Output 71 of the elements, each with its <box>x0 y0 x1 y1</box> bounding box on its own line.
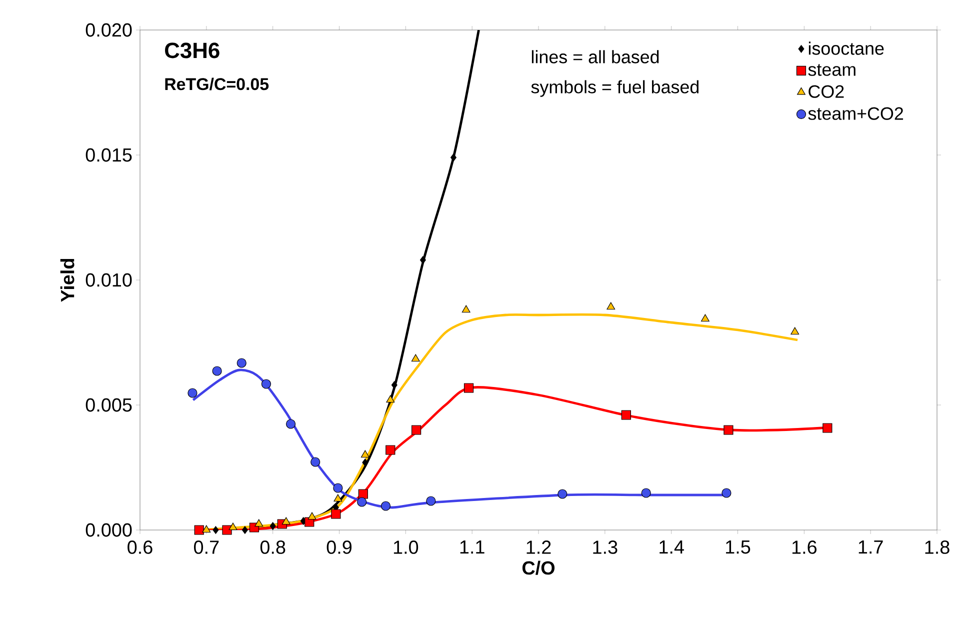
point <box>228 522 238 530</box>
point <box>358 489 368 499</box>
point <box>420 256 426 264</box>
x-tick-label: 1.5 <box>726 540 750 554</box>
point <box>426 496 436 506</box>
point <box>380 501 391 511</box>
point <box>188 388 198 398</box>
point <box>194 525 204 535</box>
legend-label: isooctane <box>808 42 884 55</box>
point <box>411 425 422 435</box>
point <box>282 517 290 525</box>
point <box>641 488 651 498</box>
x-tick-label: 0.6 <box>128 540 152 554</box>
legend-label: CO2 <box>808 85 844 98</box>
point <box>360 450 370 458</box>
legend-label: steam <box>808 64 856 76</box>
point <box>391 381 398 389</box>
x-tick-label: 1.8 <box>925 540 950 554</box>
y-tick-label: 0.010 <box>86 273 132 287</box>
point <box>334 494 342 502</box>
x-tick-label: 1.3 <box>593 540 618 554</box>
point <box>450 154 456 162</box>
x-tick-label: 1.4 <box>660 540 684 554</box>
point <box>286 419 296 429</box>
x-tick-label: 1.1 <box>460 540 484 554</box>
x-tick-label: 1.7 <box>858 540 883 554</box>
point <box>261 379 271 389</box>
point <box>222 525 232 535</box>
point <box>701 314 710 322</box>
legend-label: steam+CO2 <box>808 107 904 120</box>
y-tick-label: 0.005 <box>86 398 132 412</box>
point <box>357 497 367 507</box>
point <box>386 445 396 455</box>
annotation: symbols = fuel based <box>531 80 699 97</box>
x-tick-label: 0.8 <box>260 540 286 554</box>
x-tick-label: 0.9 <box>326 540 352 554</box>
point <box>462 305 470 313</box>
point <box>242 526 248 534</box>
x-tick-label: 1.0 <box>394 540 418 554</box>
point <box>724 425 734 435</box>
point <box>212 526 219 534</box>
annotation: C3H6 <box>165 42 220 58</box>
point <box>270 522 276 530</box>
point <box>386 395 395 403</box>
point <box>254 519 264 527</box>
y-axis-title: Yield <box>60 258 74 302</box>
x-tick-label: 1.6 <box>792 540 816 554</box>
point <box>722 488 732 498</box>
y-tick-label: 0.015 <box>86 148 132 162</box>
point <box>621 410 631 420</box>
point <box>558 489 568 499</box>
point <box>308 512 316 520</box>
x-tick-label: 1.2 <box>526 540 551 554</box>
point <box>212 366 222 376</box>
x-tick-label: 0.7 <box>194 540 219 554</box>
point <box>464 383 474 393</box>
point <box>822 423 832 433</box>
point <box>310 457 320 467</box>
point <box>202 525 211 533</box>
annotation: lines = all based <box>532 50 659 64</box>
point <box>790 327 800 335</box>
y-tick-label: 0.020 <box>86 23 132 37</box>
point <box>362 458 368 466</box>
point <box>333 483 343 493</box>
point <box>606 302 616 310</box>
annotation: ReTG/C=0.05 <box>165 78 269 90</box>
x-axis-title: C/O <box>522 560 555 575</box>
point <box>236 358 246 368</box>
y-tick-label: 0.000 <box>86 523 132 537</box>
point <box>411 354 420 362</box>
point <box>331 509 341 519</box>
